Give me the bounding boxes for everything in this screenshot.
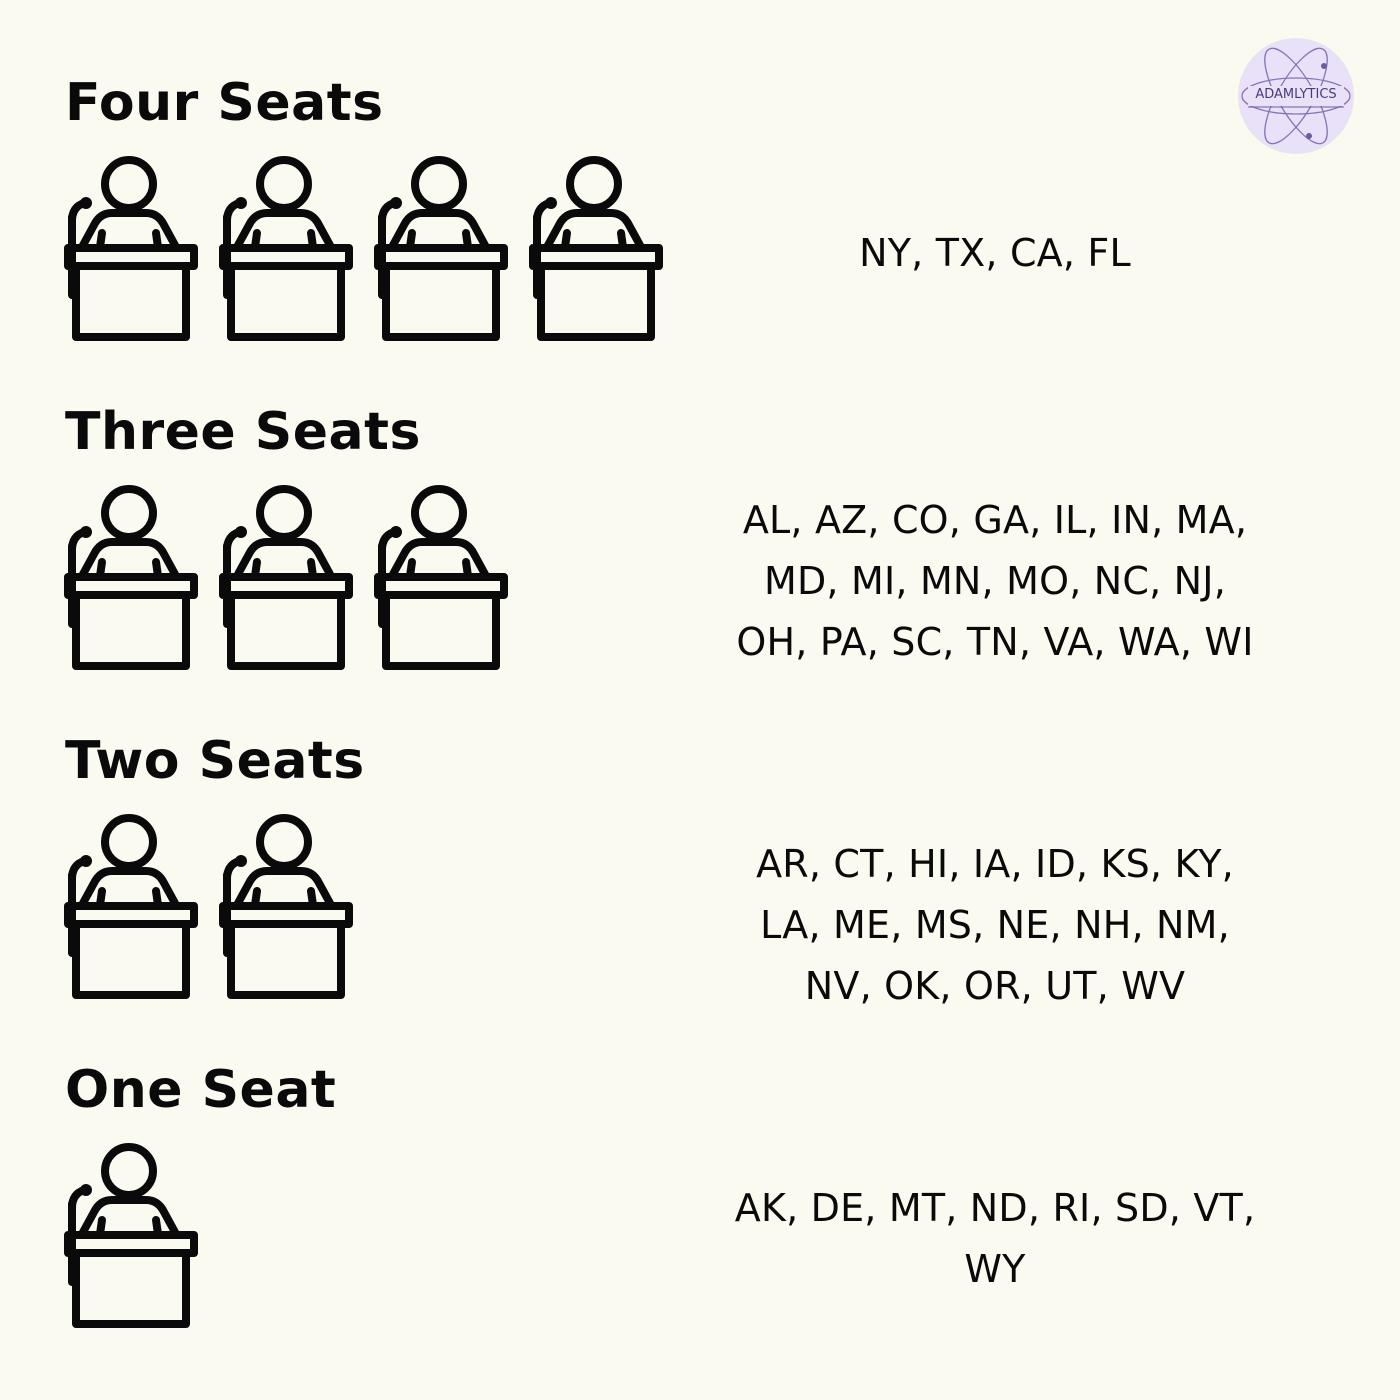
podium-speaker-icon [217, 813, 357, 1008]
state-list-line: AR, CT, HI, IA, ID, KS, KY, [756, 842, 1234, 886]
logo-atom-icon [1238, 38, 1354, 154]
podium-icons-row [62, 813, 682, 1013]
state-list: AR, CT, HI, IA, ID, KS, KY, LA, ME, MS, … [730, 834, 1260, 1017]
section-title: Two Seats [65, 731, 365, 791]
state-list-line: MD, MI, MN, MO, NC, NJ, [763, 559, 1226, 603]
logo-text: ADAMLYTICS [1255, 87, 1337, 102]
podium-icons-row [62, 1142, 682, 1342]
podium-icons-row [62, 484, 682, 684]
state-list: AL, AZ, CO, GA, IL, IN, MA, MD, MI, MN, … [730, 490, 1260, 673]
state-list-line: OH, PA, SC, TN, VA, WA, WI [736, 620, 1254, 664]
podium-speaker-icon [62, 155, 202, 350]
podium-speaker-icon [62, 484, 202, 679]
podium-speaker-icon [217, 155, 357, 350]
state-list-line: LA, ME, MS, NE, NH, NM, [760, 903, 1230, 947]
podium-speaker-icon [372, 484, 512, 679]
state-list-line: NV, OK, OR, UT, WV [804, 964, 1186, 1008]
state-list-line: AL, AZ, CO, GA, IL, IN, MA, [742, 498, 1248, 542]
state-list: AK, DE, MT, ND, RI, SD, VT, WY [730, 1178, 1260, 1300]
adamlytics-logo: ADAMLYTICS [1236, 36, 1356, 156]
podium-icons-row [62, 155, 682, 355]
state-list-line: NY, TX, CA, FL [859, 231, 1131, 275]
podium-speaker-icon [527, 155, 667, 350]
section-title: One Seat [65, 1060, 337, 1120]
state-list-line: AK, DE, MT, ND, RI, SD, VT, [734, 1186, 1256, 1230]
podium-speaker-icon [217, 484, 357, 679]
podium-speaker-icon [372, 155, 512, 350]
state-list: NY, TX, CA, FL [730, 223, 1260, 284]
state-list-line: WY [964, 1247, 1026, 1291]
podium-speaker-icon [62, 813, 202, 1008]
section-title: Three Seats [65, 402, 421, 462]
podium-speaker-icon [62, 1142, 202, 1337]
section-title: Four Seats [65, 73, 384, 133]
